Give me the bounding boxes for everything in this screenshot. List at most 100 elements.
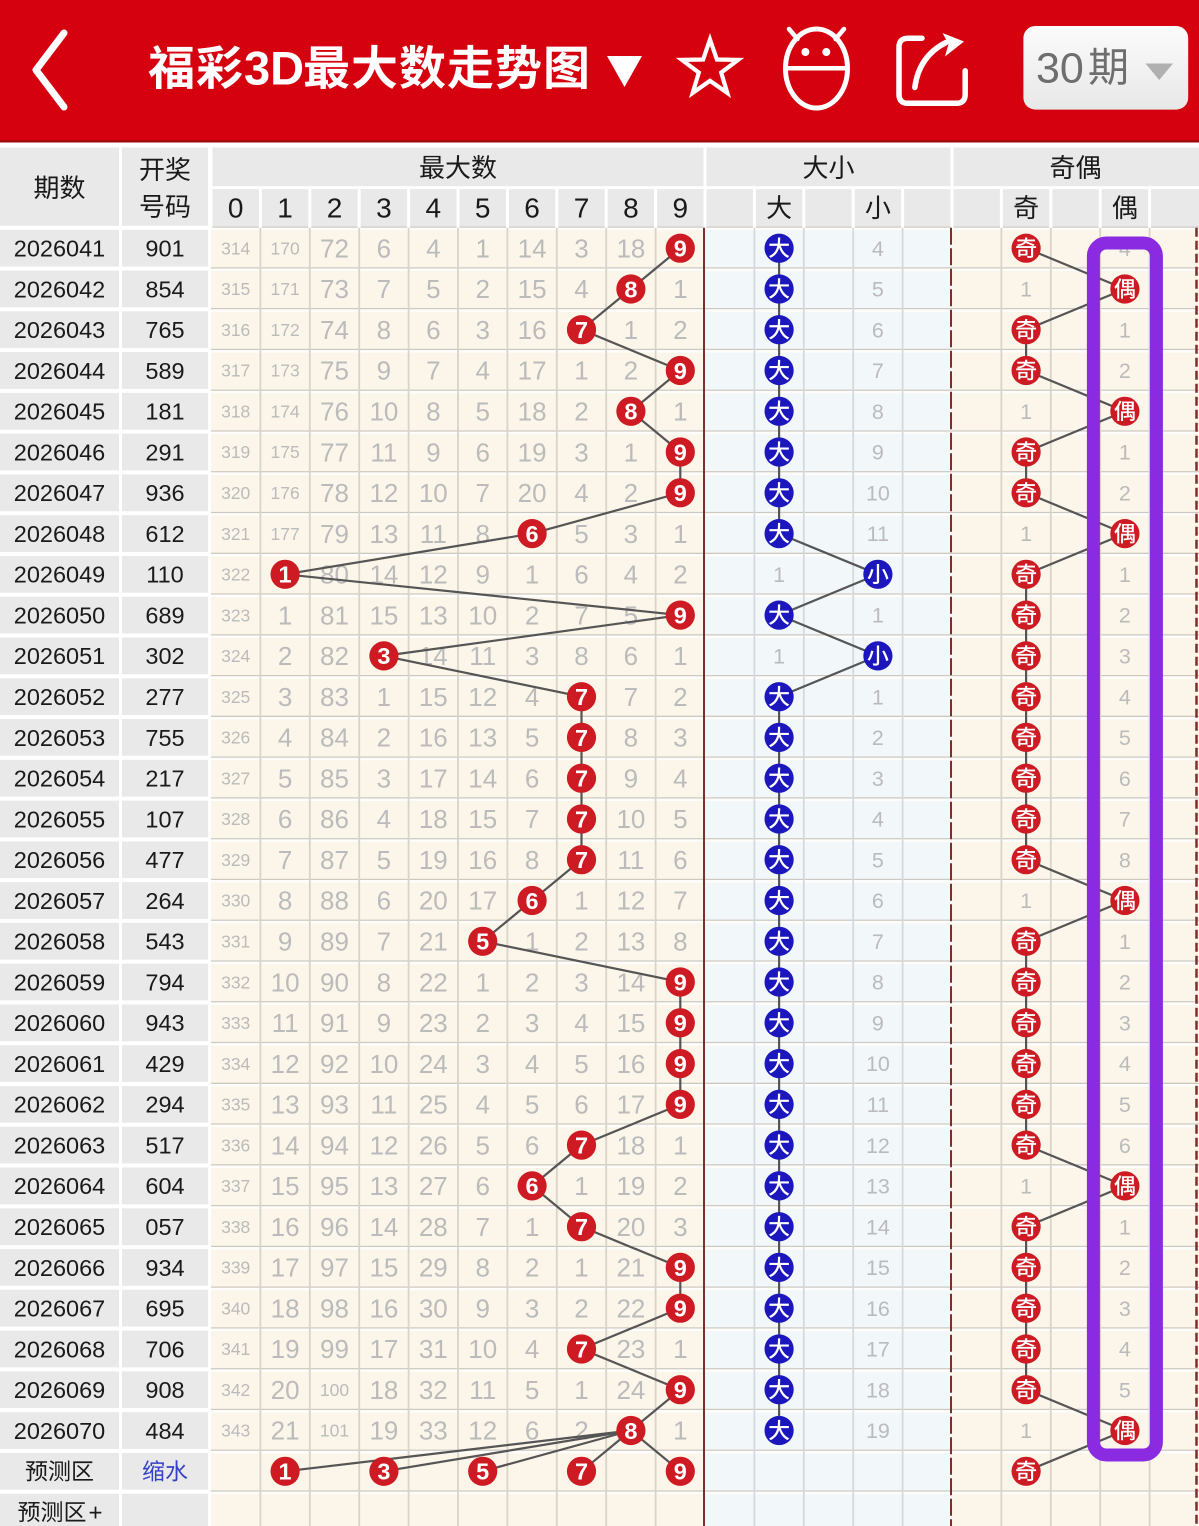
svg-text:2026070: 2026070	[14, 1418, 106, 1444]
svg-text:1: 1	[574, 1171, 588, 1201]
svg-text:2026045: 2026045	[14, 399, 106, 425]
svg-text:99: 99	[320, 1334, 349, 1364]
svg-text:174: 174	[270, 402, 299, 422]
svg-text:85: 85	[320, 763, 349, 793]
svg-text:6: 6	[872, 889, 884, 913]
svg-text:3: 3	[1119, 645, 1131, 669]
svg-text:9: 9	[674, 439, 687, 465]
svg-text:1: 1	[773, 645, 785, 669]
svg-text:3: 3	[278, 682, 292, 712]
svg-text:338: 338	[221, 1217, 250, 1237]
svg-text:901: 901	[145, 236, 184, 262]
svg-text:6: 6	[377, 233, 391, 263]
svg-text:18: 18	[419, 804, 448, 834]
svg-text:7: 7	[574, 600, 588, 630]
svg-text:4: 4	[525, 1334, 539, 1364]
svg-text:794: 794	[145, 969, 184, 995]
svg-text:936: 936	[145, 480, 184, 506]
svg-text:339: 339	[221, 1258, 250, 1278]
svg-text:4: 4	[574, 478, 588, 508]
svg-text:3: 3	[673, 1212, 687, 1242]
svg-text:1: 1	[574, 356, 588, 386]
svg-text:15: 15	[369, 1253, 398, 1283]
svg-text:2: 2	[1119, 359, 1131, 383]
svg-text:6: 6	[525, 1130, 539, 1160]
svg-text:81: 81	[320, 600, 349, 630]
svg-text:9: 9	[674, 1296, 687, 1322]
svg-text:72: 72	[320, 233, 349, 263]
svg-text:3: 3	[377, 1459, 390, 1485]
svg-text:13: 13	[271, 1090, 300, 1120]
svg-text:695: 695	[145, 1296, 184, 1322]
svg-text:78: 78	[320, 478, 349, 508]
svg-text:10: 10	[369, 1049, 398, 1079]
svg-text:12: 12	[271, 1049, 300, 1079]
svg-text:181: 181	[145, 399, 184, 425]
svg-text:17: 17	[866, 1338, 890, 1362]
svg-text:84: 84	[320, 723, 349, 753]
svg-text:9: 9	[674, 1051, 687, 1077]
svg-text:6: 6	[574, 560, 588, 590]
svg-text:11: 11	[370, 437, 397, 467]
svg-text:11: 11	[867, 522, 889, 546]
svg-text:2: 2	[475, 274, 489, 304]
svg-text:12: 12	[369, 478, 398, 508]
svg-text:3: 3	[1119, 1011, 1131, 1035]
svg-text:9: 9	[674, 969, 687, 995]
svg-text:5: 5	[574, 1049, 588, 1079]
svg-text:5: 5	[1119, 726, 1131, 750]
svg-text:765: 765	[145, 317, 184, 343]
svg-text:2: 2	[525, 1253, 539, 1283]
svg-text:6: 6	[526, 888, 539, 914]
svg-text:13: 13	[866, 1175, 890, 1199]
svg-text:330: 330	[221, 891, 250, 911]
svg-text:12: 12	[616, 886, 645, 916]
svg-text:1: 1	[574, 1375, 588, 1405]
svg-text:2026053: 2026053	[14, 725, 106, 751]
svg-text:20: 20	[518, 478, 547, 508]
svg-text:6: 6	[525, 1416, 539, 1446]
svg-text:2: 2	[525, 600, 539, 630]
svg-text:20: 20	[271, 1375, 300, 1405]
svg-text:2: 2	[574, 1293, 588, 1323]
svg-text:1: 1	[1119, 1215, 1131, 1239]
svg-text:2026049: 2026049	[14, 562, 106, 588]
svg-text:217: 217	[145, 766, 184, 792]
svg-text:14: 14	[271, 1130, 300, 1160]
svg-text:93: 93	[320, 1090, 349, 1120]
svg-text:9: 9	[377, 1008, 391, 1038]
svg-text:755: 755	[145, 725, 184, 751]
svg-text:12: 12	[419, 560, 448, 590]
svg-text:934: 934	[145, 1255, 184, 1281]
svg-text:8: 8	[872, 400, 884, 424]
svg-text:3: 3	[624, 519, 638, 549]
svg-text:2: 2	[673, 560, 687, 590]
svg-text:5: 5	[476, 1459, 489, 1485]
svg-text:11: 11	[867, 1093, 889, 1117]
svg-text:4: 4	[624, 560, 638, 590]
svg-text:14: 14	[468, 763, 497, 793]
svg-text:18: 18	[616, 1130, 645, 1160]
svg-text:89: 89	[320, 927, 349, 957]
svg-text:0: 0	[228, 193, 244, 224]
svg-text:7: 7	[872, 359, 884, 383]
svg-text:1: 1	[673, 1416, 687, 1446]
svg-text:88: 88	[320, 886, 349, 916]
svg-text:11: 11	[469, 1375, 496, 1405]
svg-text:96: 96	[320, 1212, 349, 1242]
svg-text:4: 4	[426, 193, 442, 224]
svg-text:9: 9	[674, 236, 687, 262]
svg-text:5: 5	[525, 1090, 539, 1120]
svg-text:2: 2	[327, 193, 343, 224]
svg-text:318: 318	[221, 402, 250, 422]
svg-text:16: 16	[271, 1212, 300, 1242]
svg-text:87: 87	[320, 845, 349, 875]
svg-text:1: 1	[673, 641, 687, 671]
svg-text:21: 21	[616, 1253, 645, 1283]
svg-text:7: 7	[575, 806, 588, 832]
svg-text:3: 3	[475, 315, 489, 345]
svg-text:2: 2	[673, 1171, 687, 1201]
svg-text:7: 7	[575, 1336, 588, 1362]
svg-text:8: 8	[475, 519, 489, 549]
svg-text:315: 315	[221, 279, 250, 299]
